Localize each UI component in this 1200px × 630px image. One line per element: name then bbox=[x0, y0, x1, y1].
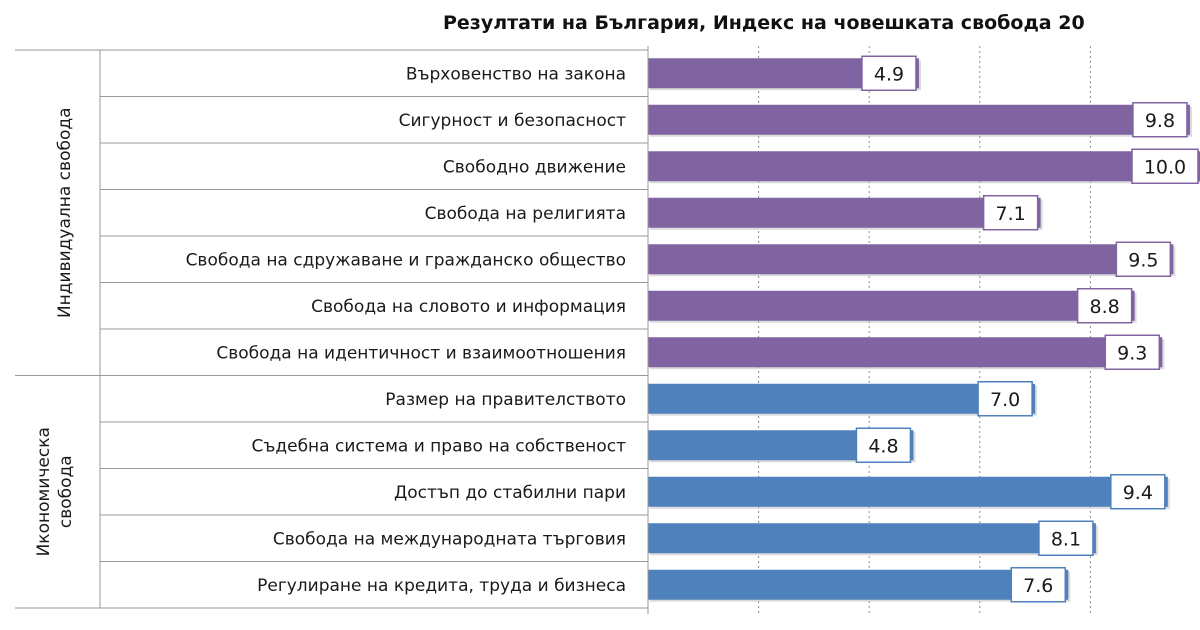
category-label: Сигурност и безопасност bbox=[399, 111, 626, 131]
value-label: 7.1 bbox=[996, 203, 1026, 225]
category-label: Свобода на религията bbox=[425, 204, 626, 224]
value-label-box bbox=[861, 55, 917, 91]
bar bbox=[648, 151, 1200, 182]
value-label: 4.8 bbox=[868, 435, 898, 457]
bar bbox=[648, 569, 1069, 600]
bar bbox=[648, 383, 1036, 414]
value-label-box bbox=[1132, 102, 1188, 138]
value-label: 9.3 bbox=[1117, 342, 1147, 364]
group-label-line: Икономическа bbox=[34, 427, 54, 556]
bar bbox=[648, 104, 1190, 135]
group-label-line: Индивидуална свобода bbox=[55, 107, 75, 318]
value-label: 8.1 bbox=[1051, 528, 1081, 550]
value-label-box bbox=[982, 195, 1039, 231]
category-label: Достъп до стабилни пари bbox=[394, 483, 626, 503]
value-label-box bbox=[1038, 520, 1094, 556]
category-label: Върховенство на закона bbox=[406, 64, 626, 84]
value-label: 9.8 bbox=[1145, 110, 1175, 132]
value-label-box bbox=[977, 381, 1033, 417]
category-label: Свобода на сдружаване и гражданско общес… bbox=[186, 250, 626, 270]
category-label: Съдебна система и право на собственост bbox=[251, 436, 626, 456]
value-label: 7.0 bbox=[990, 389, 1020, 411]
value-label: 8.8 bbox=[1090, 296, 1120, 318]
bar bbox=[648, 244, 1174, 275]
category-label: Свободно движение bbox=[443, 157, 626, 177]
category-label: Свобода на словото и информация bbox=[311, 297, 626, 317]
bar bbox=[648, 523, 1096, 554]
group-label-line: свобода bbox=[56, 455, 76, 528]
bar bbox=[648, 290, 1135, 321]
value-label-box bbox=[1104, 334, 1161, 370]
value-label: 4.9 bbox=[874, 63, 904, 85]
value-label-box bbox=[855, 427, 912, 463]
value-label-box bbox=[1131, 148, 1199, 184]
category-label: Размер на правителството bbox=[385, 390, 626, 410]
value-label: 10.0 bbox=[1144, 156, 1186, 178]
value-label-box bbox=[1115, 241, 1172, 277]
category-label: Свобода на международната търговия bbox=[273, 529, 626, 549]
group-label: Индивидуална свобода bbox=[55, 107, 75, 318]
group-label: Икономическа свобода bbox=[34, 427, 76, 556]
value-label: 9.4 bbox=[1123, 482, 1153, 504]
chart-title: Резултати на България, Индекс на човешка… bbox=[443, 12, 1085, 34]
value-label-box bbox=[1010, 567, 1067, 603]
value-label-box bbox=[1110, 474, 1166, 510]
category-label: Регулиране на кредита, труда и бизнеса bbox=[257, 576, 626, 596]
bar bbox=[648, 476, 1168, 507]
value-label-box bbox=[1076, 288, 1133, 324]
value-label: 7.6 bbox=[1023, 575, 1053, 597]
bar bbox=[648, 337, 1163, 368]
bar bbox=[648, 197, 1041, 228]
value-label: 9.5 bbox=[1128, 249, 1158, 271]
category-label: Свобода на идентичност и взаимоотношения bbox=[216, 343, 626, 363]
